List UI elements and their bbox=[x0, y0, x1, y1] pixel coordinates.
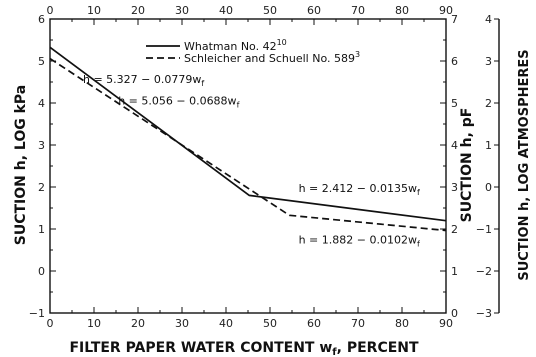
y-tick-label-left: 1 bbox=[38, 223, 45, 236]
y-tick-label-pf: 1 bbox=[451, 265, 458, 278]
x-tick-label-top: 50 bbox=[263, 4, 277, 17]
x-tick-label-bottom: 30 bbox=[175, 317, 189, 330]
equation-label: h = 2.412 − 0.0135wf bbox=[299, 182, 420, 197]
y-tick-label-atm: 4 bbox=[485, 13, 492, 26]
x-tick-label-top: 30 bbox=[175, 4, 189, 17]
y-tick-label-pf: 2 bbox=[451, 223, 458, 236]
equation-label: h = 1.882 − 0.0102wf bbox=[299, 233, 420, 248]
y-tick-label-atm: 0 bbox=[485, 181, 492, 194]
series-line-whatman bbox=[49, 46, 447, 222]
x-tick-label-bottom: 80 bbox=[395, 317, 409, 330]
y-tick-label-atm: −2 bbox=[476, 265, 492, 278]
y-tick-label-atm: 1 bbox=[485, 139, 492, 152]
y-tick-label-pf: 7 bbox=[451, 13, 458, 26]
y-tick-label-pf: 6 bbox=[451, 55, 458, 68]
x-tick-label-bottom: 20 bbox=[131, 317, 145, 330]
y-tick-label-atm: −3 bbox=[476, 307, 492, 320]
x-tick-label-top: 90 bbox=[439, 4, 453, 17]
y-tick-label-left: 5 bbox=[38, 55, 45, 68]
y-tick-label-left: 0 bbox=[38, 265, 45, 278]
equation-label: h = 5.327 − 0.0779wf bbox=[83, 73, 204, 88]
y-tick-label-pf: 4 bbox=[451, 139, 458, 152]
x-tick-label-top: 40 bbox=[219, 4, 233, 17]
x-tick-label-top: 10 bbox=[87, 4, 101, 17]
y-axis-title-atm: SUCTION h, LOG ATMOSPHERES bbox=[517, 49, 532, 280]
tick-marks bbox=[49, 18, 499, 314]
y-tick-label-left: 3 bbox=[38, 139, 45, 152]
x-tick-label-top: 80 bbox=[395, 4, 409, 17]
y-tick-label-pf: 5 bbox=[451, 97, 458, 110]
y-tick-label-left: −1 bbox=[29, 307, 45, 320]
series-line-schleicher bbox=[49, 57, 447, 232]
y-tick-label-atm: 3 bbox=[485, 55, 492, 68]
equation-label: h = 5.056 − 0.0688wf bbox=[118, 94, 239, 109]
x-tick-label-bottom: 70 bbox=[351, 317, 365, 330]
equation-annotations: h = 5.327 − 0.0779wf h = 5.056 − 0.0688wf… bbox=[83, 73, 420, 248]
series-lines bbox=[49, 46, 447, 232]
x-tick-label-bottom: 60 bbox=[307, 317, 321, 330]
x-tick-label-bottom: 10 bbox=[87, 317, 101, 330]
y-tick-label-left: 2 bbox=[38, 181, 45, 194]
y-tick-label-pf: 3 bbox=[451, 181, 458, 194]
y-axis-title-pf: SUCTION h, pF bbox=[459, 108, 475, 223]
x-tick-label-bottom: 50 bbox=[263, 317, 277, 330]
legend-entry: Schleicher and Schuell No. 5893 bbox=[184, 50, 360, 65]
x-tick-label-bottom: 40 bbox=[219, 317, 233, 330]
y-axis-title-left: SUCTION h, LOG kPa bbox=[13, 85, 29, 245]
x-tick-label-top: 20 bbox=[131, 4, 145, 17]
y-tick-label-atm: 2 bbox=[485, 97, 492, 110]
x-tick-label-bottom: 90 bbox=[439, 317, 453, 330]
y-tick-label-left: 4 bbox=[38, 97, 45, 110]
y-tick-label-left: 6 bbox=[38, 13, 45, 26]
y-tick-label-pf: 0 bbox=[451, 307, 458, 320]
x-tick-label-top: 60 bbox=[307, 4, 321, 17]
x-axis-title: FILTER PAPER WATER CONTENT wf, PERCENT bbox=[69, 340, 419, 357]
y-tick-label-atm: −1 bbox=[476, 223, 492, 236]
legend-entry: Whatman No. 4210 bbox=[184, 38, 287, 53]
tick-labels: 00101020203030404050506060707080809090−1… bbox=[29, 4, 492, 330]
x-tick-label-bottom: 0 bbox=[47, 317, 54, 330]
x-tick-label-top: 0 bbox=[47, 4, 54, 17]
x-tick-label-top: 70 bbox=[351, 4, 365, 17]
